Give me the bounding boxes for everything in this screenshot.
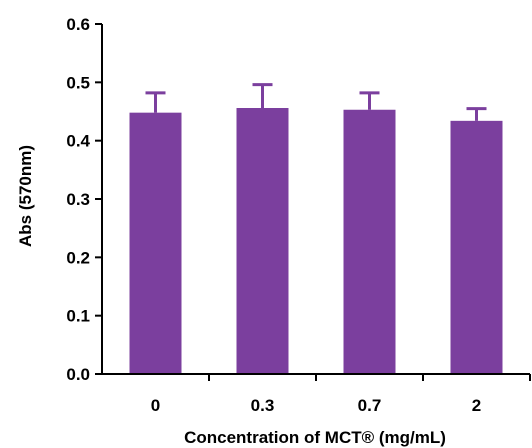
bar-0.7	[343, 109, 396, 374]
y-tick-label-0.1: 0.1	[66, 307, 90, 326]
y-axis-title: Abs (570nm)	[16, 145, 35, 247]
y-tick-label-0.2: 0.2	[66, 248, 90, 267]
axes-layer	[95, 23, 531, 381]
x-tick-label-0.7: 0.7	[358, 396, 382, 415]
y-tick-label-0.5: 0.5	[66, 73, 90, 92]
y-tick-label-0.3: 0.3	[66, 190, 90, 209]
bar-2	[450, 120, 503, 374]
y-tick-label-0.4: 0.4	[66, 132, 90, 151]
x-tick-label-0.3: 0.3	[251, 396, 275, 415]
x-axis-title: Concentration of MCT® (mg/mL)	[184, 428, 446, 447]
bar-0.3	[236, 108, 289, 374]
y-tick-label-0.6: 0.6	[66, 15, 90, 34]
error-bars-layer	[145, 83, 487, 121]
bar-0	[129, 112, 182, 375]
x-tick-label-2: 2	[472, 396, 481, 415]
x-tick-label-0: 0	[151, 396, 160, 415]
bars-layer	[129, 108, 503, 375]
labels-layer: 0 0.3 0.7 2 0.0 0.1 0.2 0.3 0.4 0.5 0.6	[66, 15, 481, 415]
y-tick-label-0.0: 0.0	[66, 365, 90, 384]
